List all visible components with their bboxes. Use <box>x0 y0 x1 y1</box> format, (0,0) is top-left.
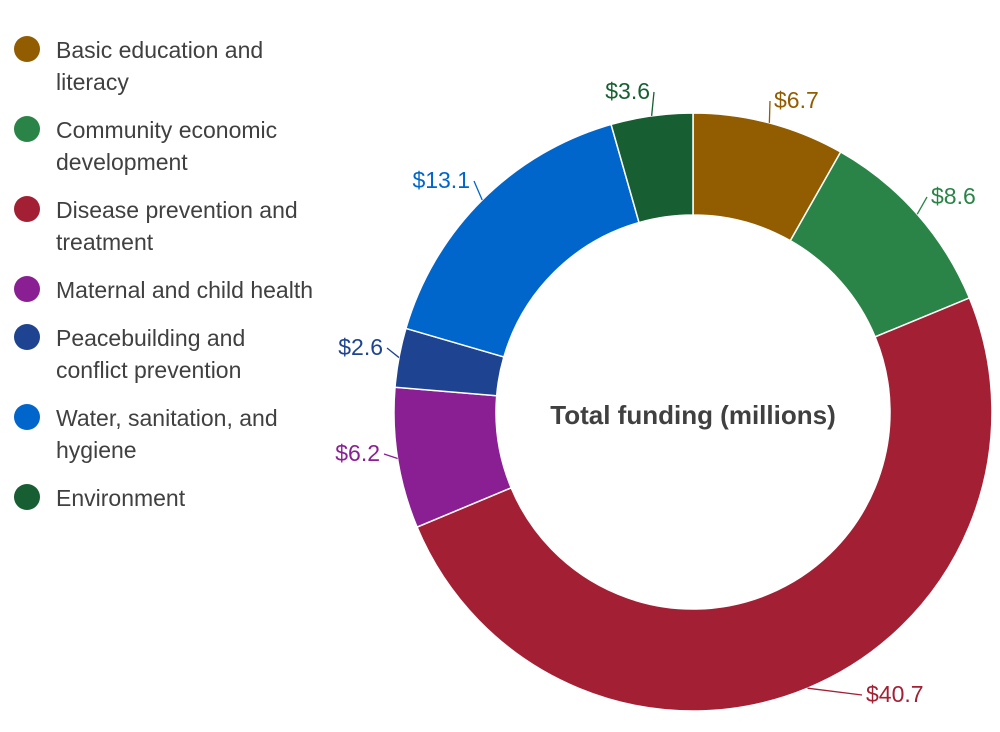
label-leader-line <box>807 687 863 696</box>
legend-swatch <box>14 404 40 430</box>
legend-item-water-sanitation: Water, sanitation, and hygiene <box>14 402 314 466</box>
donut-slice <box>610 112 694 224</box>
legend-swatch <box>14 116 40 142</box>
data-label: $2.6 <box>338 334 383 360</box>
donut-slice <box>404 123 640 358</box>
legend-label: Peacebuilding and conflict prevention <box>56 325 246 383</box>
legend-item-disease-prevention: Disease prevention and treatment <box>14 194 314 258</box>
legend-swatch <box>14 36 40 62</box>
data-label: $8.6 <box>931 183 976 209</box>
legend: Basic education and literacy Community e… <box>14 34 314 514</box>
legend-label: Water, sanitation, and hygiene <box>56 405 278 463</box>
data-label: $6.2 <box>335 440 380 466</box>
label-leader-line <box>650 91 655 116</box>
legend-swatch <box>14 324 40 350</box>
label-leader-lines <box>383 91 928 696</box>
label-leader-line <box>916 196 928 215</box>
label-leader-line <box>386 347 400 359</box>
legend-item-peacebuilding: Peacebuilding and conflict prevention <box>14 322 314 386</box>
legend-swatch <box>14 276 40 302</box>
legend-label: Environment <box>56 485 186 511</box>
legend-item-environment: Environment <box>14 482 314 514</box>
label-leader-line <box>473 180 483 201</box>
legend-item-maternal-child-health: Maternal and child health <box>14 274 314 306</box>
legend-label: Basic education and literacy <box>56 37 264 95</box>
legend-label: Community economic development <box>56 117 278 175</box>
legend-item-basic-education: Basic education and literacy <box>14 34 314 98</box>
legend-label: Maternal and child health <box>56 277 313 303</box>
data-label: $3.6 <box>605 78 650 104</box>
label-leader-line <box>768 100 771 123</box>
data-label: $13.1 <box>412 167 470 193</box>
data-labels: $6.7 $8.6 $40.7 $6.2 $2.6 $13.1 $3.6 <box>335 78 976 707</box>
donut-slices <box>393 112 993 712</box>
donut-slice <box>416 296 993 712</box>
center-title: Total funding (millions) <box>550 400 835 430</box>
data-label: $6.7 <box>774 87 819 113</box>
legend-swatch <box>14 196 40 222</box>
data-label: $40.7 <box>866 681 924 707</box>
label-leader-line <box>383 453 398 460</box>
legend-swatch <box>14 484 40 510</box>
legend-label: Disease prevention and treatment <box>56 197 298 255</box>
legend-item-community-economic-development: Community economic development <box>14 114 314 178</box>
